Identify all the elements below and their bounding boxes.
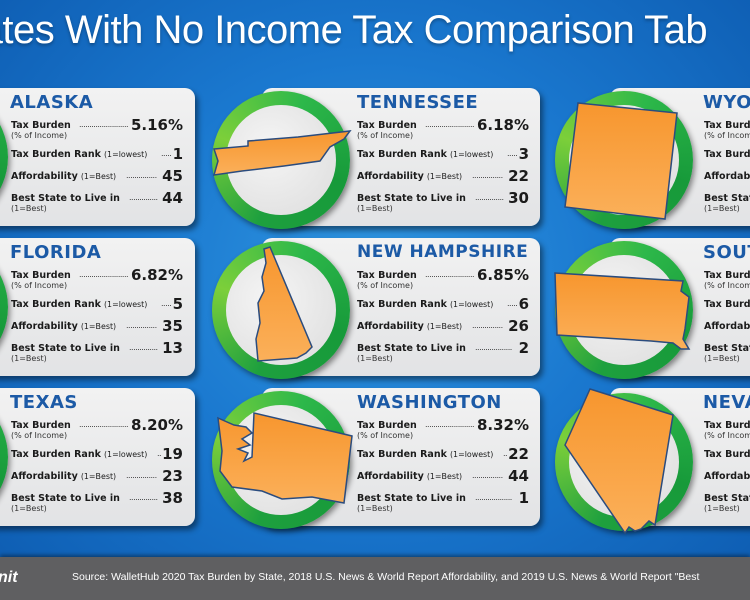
state-name: WASHINGTON — [357, 392, 502, 413]
best-state-value: 44 — [162, 189, 183, 207]
tennessee-map-icon — [212, 130, 352, 176]
state-name: ALASKA — [10, 92, 94, 113]
tax-burden-value: 6.85% — [476, 266, 529, 284]
state-name: TEXAS — [10, 392, 78, 413]
state-stats: Tax Burden........................ 6.18%(… — [357, 116, 529, 213]
state-card-texas: TEXAS Tax Burden........................… — [0, 388, 195, 526]
best-state-value: 13 — [162, 339, 183, 357]
tax-burden-value: 8.32% — [476, 416, 529, 434]
source-text: Source: WalletHub 2020 Tax Burden by Sta… — [72, 571, 700, 583]
tax-burden-rank-value: 5 — [172, 295, 183, 313]
state-stats: Tax Burden(% of Income) Tax Burden Rank … — [704, 270, 750, 363]
tax-burden-rank-value: 6 — [518, 295, 529, 313]
wyoming-map-circle — [555, 91, 693, 229]
state-stats: Tax Burden(% of Income) Tax Burden Rank … — [704, 120, 750, 213]
state-stats: Tax Burden........................ 6.85%(… — [357, 266, 529, 363]
affordability-value: 45 — [162, 167, 183, 185]
state-stats: Tax Burden........................ 8.32%(… — [357, 416, 529, 513]
tax-burden-label: Tax Burden — [11, 120, 71, 131]
florida-map-circle — [0, 238, 8, 376]
state-stats: Tax Burden........................ 5.16%(… — [11, 116, 183, 213]
state-stats: Tax Burden(% of Income) Tax Burden Rank … — [704, 420, 750, 513]
affordability-value: 35 — [162, 317, 183, 335]
state-name: FLORIDA — [10, 242, 102, 263]
best-state-value: 38 — [162, 489, 183, 507]
south-dakota-map-icon — [554, 272, 691, 350]
tax-burden-value: 6.18% — [476, 116, 529, 134]
tennessee-map-circle — [212, 91, 352, 229]
state-name: TENNESSEE — [357, 92, 479, 113]
tax-burden-value: 8.20% — [130, 416, 183, 434]
tax-burden-value: 6.82% — [130, 266, 183, 284]
tax-burden-rank-value: 22 — [508, 445, 529, 463]
tax-burden-rank-value: 3 — [518, 145, 529, 163]
texas-map-circle — [0, 388, 8, 526]
state-name: NEVA — [703, 392, 750, 413]
affordability-value: 26 — [508, 317, 529, 335]
south-dakota-map-circle — [554, 241, 693, 379]
alaska-map-circle — [0, 88, 8, 226]
affordability-value: 23 — [162, 467, 183, 485]
state-card-florida: FLORIDA Tax Burden......................… — [0, 238, 195, 376]
state-stats: Tax Burden........................ 6.82%(… — [11, 266, 183, 363]
state-stats: Tax Burden........................ 8.20%(… — [11, 416, 183, 513]
affordability-value: 22 — [508, 167, 529, 185]
state-name: WYO — [703, 92, 750, 113]
new-hampshire-map-icon — [255, 246, 313, 362]
tax-burden-rank-value: 19 — [162, 445, 183, 463]
tax-burden-rank-value: 1 — [172, 145, 183, 163]
best-state-value: 2 — [518, 339, 529, 357]
washington-map-circle — [212, 391, 353, 529]
washington-map-icon — [217, 412, 353, 504]
state-name: NEW HAMPSHIRE — [357, 242, 529, 262]
wallethub-logo: nit — [0, 569, 18, 586]
nevada-map-icon — [564, 388, 674, 535]
best-state-value: 1 — [518, 489, 529, 507]
new-hampshire-map-circle — [212, 241, 350, 379]
affordability-value: 44 — [508, 467, 529, 485]
page-title: tates With No Income Tax Comparison Tab — [0, 8, 708, 52]
tax-burden-value: 5.16% — [130, 116, 183, 134]
wyoming-map-icon — [564, 102, 678, 220]
nevada-map-circle — [555, 388, 693, 535]
state-card-alaska: ALASKA Tax Burden.......................… — [0, 88, 195, 226]
footer: nit Source: WalletHub 2020 Tax Burden by… — [0, 557, 750, 600]
best-state-value: 30 — [508, 189, 529, 207]
